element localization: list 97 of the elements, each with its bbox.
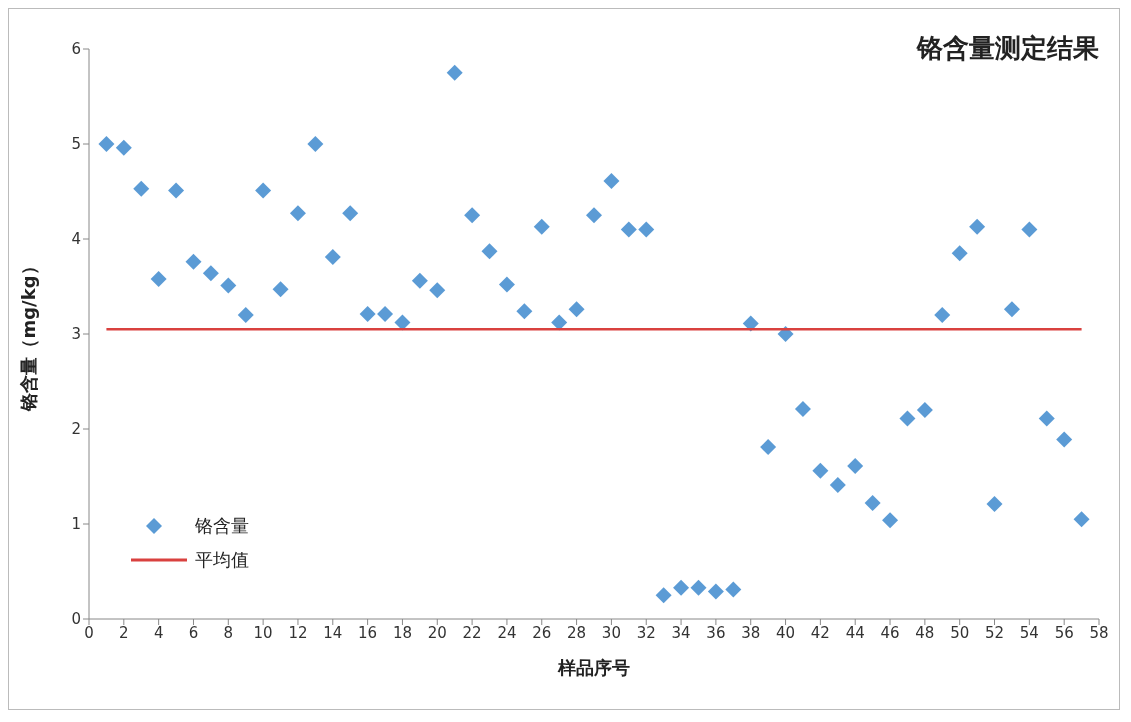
point bbox=[899, 410, 916, 427]
legend-label: 铬含量 bbox=[195, 514, 249, 538]
chart-title: 铬含量测定结果 bbox=[917, 32, 1099, 65]
point bbox=[934, 307, 951, 323]
x-tick-label: 24 bbox=[497, 623, 517, 642]
point bbox=[498, 276, 515, 293]
x-tick-label: 36 bbox=[706, 623, 726, 642]
x-axis-title: 样品序号 bbox=[557, 657, 630, 678]
point bbox=[115, 139, 132, 156]
x-tick-label: 30 bbox=[601, 623, 621, 642]
point bbox=[951, 245, 968, 262]
point bbox=[812, 462, 829, 479]
y-tick-label: 6 bbox=[71, 40, 81, 59]
point bbox=[411, 272, 428, 289]
point bbox=[324, 249, 341, 266]
x-tick-label: 38 bbox=[741, 623, 761, 642]
x-tick-label: 28 bbox=[567, 623, 587, 642]
point bbox=[568, 301, 585, 318]
point bbox=[133, 180, 150, 197]
y-tick-label: 4 bbox=[71, 230, 81, 249]
x-tick-label: 48 bbox=[915, 623, 935, 642]
x-tick-label: 46 bbox=[880, 623, 900, 642]
y-axis-title: 铬含量（mg/kg） bbox=[18, 257, 40, 412]
y-tick-label: 1 bbox=[71, 515, 81, 534]
y-tick-label: 5 bbox=[71, 135, 81, 154]
x-tick-label: 2 bbox=[119, 623, 129, 642]
point bbox=[707, 583, 724, 600]
x-tick-label: 34 bbox=[671, 623, 691, 642]
x-tick-label: 42 bbox=[810, 623, 830, 642]
point bbox=[638, 221, 655, 238]
point bbox=[168, 182, 185, 199]
point bbox=[1021, 221, 1038, 238]
point bbox=[446, 64, 463, 81]
x-tick-label: 20 bbox=[427, 623, 447, 642]
point bbox=[377, 306, 394, 323]
point bbox=[882, 512, 899, 529]
x-tick-label: 26 bbox=[532, 623, 552, 642]
point bbox=[551, 314, 568, 331]
point bbox=[220, 277, 237, 294]
y-tick-label: 3 bbox=[71, 325, 81, 344]
point bbox=[516, 303, 533, 320]
point bbox=[359, 306, 376, 323]
x-tick-label: 0 bbox=[84, 623, 94, 642]
x-tick-label: 10 bbox=[253, 623, 273, 642]
point bbox=[969, 218, 986, 235]
x-tick-label: 14 bbox=[323, 623, 343, 642]
point bbox=[342, 205, 359, 222]
point bbox=[289, 205, 306, 222]
point bbox=[1073, 511, 1090, 528]
x-tick-label: 22 bbox=[462, 623, 482, 642]
x-tick-label: 32 bbox=[636, 623, 656, 642]
point bbox=[394, 314, 411, 331]
point bbox=[916, 402, 933, 418]
point bbox=[533, 218, 550, 235]
point bbox=[307, 136, 324, 152]
point bbox=[603, 173, 620, 190]
point bbox=[185, 253, 202, 270]
point bbox=[655, 587, 672, 604]
x-tick-label: 58 bbox=[1089, 623, 1109, 642]
x-tick-label: 40 bbox=[776, 623, 796, 642]
x-tick-label: 6 bbox=[188, 623, 199, 642]
point bbox=[986, 496, 1003, 513]
y-tick-label: 2 bbox=[71, 420, 81, 439]
point bbox=[1003, 301, 1020, 318]
point bbox=[690, 579, 707, 596]
x-tick-label: 12 bbox=[288, 623, 308, 642]
point bbox=[1038, 410, 1055, 427]
x-tick-label: 56 bbox=[1054, 623, 1074, 642]
point bbox=[481, 243, 498, 260]
x-tick-label: 44 bbox=[845, 623, 865, 642]
x-tick-label: 16 bbox=[358, 623, 378, 642]
x-tick-label: 52 bbox=[984, 623, 1005, 642]
point bbox=[464, 207, 481, 224]
point bbox=[150, 270, 167, 287]
point bbox=[1056, 431, 1073, 448]
x-tick-label: 8 bbox=[223, 623, 234, 642]
point bbox=[237, 307, 254, 323]
point bbox=[864, 495, 881, 512]
x-tick-label: 54 bbox=[1019, 623, 1039, 642]
point bbox=[760, 439, 777, 456]
point bbox=[586, 207, 602, 224]
point bbox=[725, 581, 742, 598]
point bbox=[255, 182, 272, 199]
point bbox=[673, 579, 690, 596]
legend-label: 平均值 bbox=[195, 548, 249, 572]
x-tick-label: 50 bbox=[950, 623, 970, 642]
point bbox=[272, 281, 289, 298]
point bbox=[429, 282, 446, 299]
point bbox=[794, 401, 811, 418]
x-tick-label: 4 bbox=[153, 623, 164, 642]
point bbox=[620, 221, 637, 238]
point bbox=[829, 477, 846, 494]
x-tick-label: 18 bbox=[392, 623, 412, 642]
point bbox=[98, 136, 115, 152]
y-tick-label: 0 bbox=[71, 610, 81, 629]
point bbox=[847, 458, 864, 475]
point bbox=[202, 265, 219, 282]
